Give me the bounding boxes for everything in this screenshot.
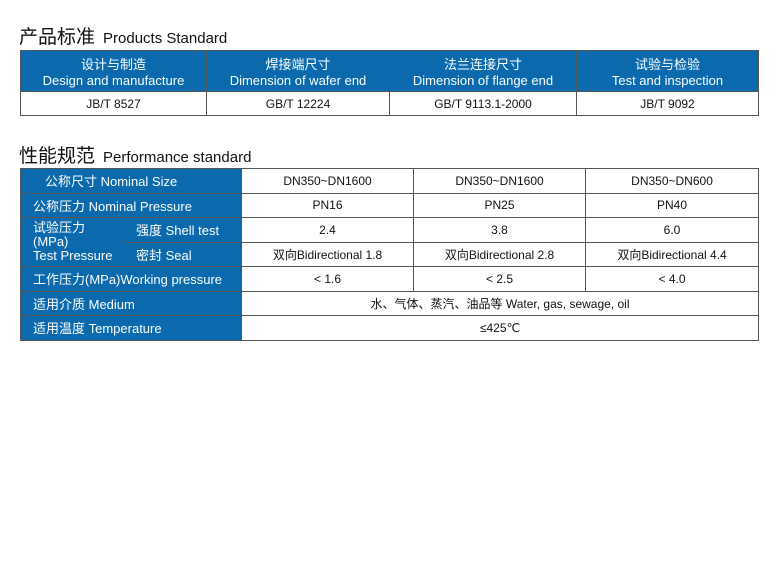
row-label: 公称尺寸 Nominal Size (19, 168, 243, 194)
row-label: 强度 Shell test (122, 217, 243, 243)
cell: DN350~DN1600 (413, 168, 587, 194)
products-standard-title: 产品标准 Products Standard (19, 22, 227, 49)
cell: < 2.5 (413, 266, 587, 292)
header-design: 设计与制造 Design and manufacture (20, 50, 207, 92)
cell: < 4.0 (585, 266, 760, 292)
cell: PN25 (413, 192, 587, 218)
row-label: 适用温度 Temperature (19, 315, 243, 341)
title-cn: 性能规范 (19, 146, 96, 167)
cell: GB/T 12224 (206, 91, 390, 116)
cell: 双向Bidirectional 4.4 (585, 241, 760, 267)
cell: 双向Bidirectional 2.8 (413, 241, 587, 267)
row-label: 公称压力 Nominal Pressure (19, 192, 243, 218)
cell: 2.4 (241, 217, 415, 243)
performance-table: 公称尺寸 Nominal Size DN350~DN1600 DN350~DN16… (19, 168, 760, 341)
cell: JB/T 8527 (20, 91, 207, 116)
title-en: Products Standard (103, 30, 228, 47)
products-standard-table: 设计与制造 Design and manufacture 焊接端尺寸 Dimensi… (20, 50, 759, 116)
cell: GB/T 9113.1-2000 (389, 91, 577, 116)
title-en: Performance standard (103, 149, 252, 166)
row-label: 密封 Seal (122, 241, 243, 267)
cell: JB/T 9092 (576, 91, 759, 116)
cell: < 1.6 (241, 266, 415, 292)
performance-standard-title: 性能规范 Performance standard (19, 141, 251, 168)
cell: 水、气体、蒸汽、油品等 Water, gas, sewage, oil (241, 290, 760, 316)
cell: 3.8 (413, 217, 587, 243)
cell: ≤425℃ (241, 315, 760, 341)
title-cn: 产品标准 (19, 27, 96, 48)
row-label: 适用介质 Medium (19, 290, 243, 316)
header-wafer: 焊接端尺寸 Dimension of wafer end (206, 50, 390, 92)
header-flange: 法兰连接尺寸 Dimension of flange end (389, 50, 577, 92)
test-pressure-label: 试验压力 (MPa) Test Pressure (20, 217, 124, 267)
cell: 6.0 (585, 217, 760, 243)
cell: 双向Bidirectional 1.8 (241, 241, 415, 267)
header-test: 试验与检验 Test and inspection (576, 50, 759, 92)
cell: DN350~DN600 (585, 168, 760, 194)
cell: PN16 (241, 192, 415, 218)
cell: PN40 (585, 192, 760, 218)
row-label: 工作压力(MPa)Working pressure (19, 266, 243, 292)
cell: DN350~DN1600 (241, 168, 415, 194)
